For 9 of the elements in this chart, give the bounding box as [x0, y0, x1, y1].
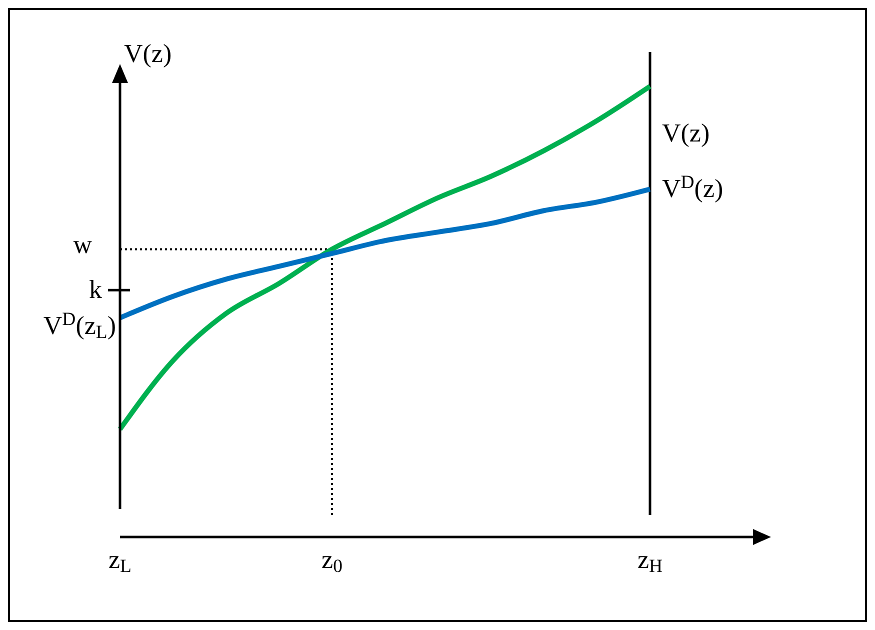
- x-tick-label: z$_{0}$: [322, 545, 342, 577]
- series-label: V$^{D}$(z): [662, 172, 724, 204]
- annotation: k: [89, 275, 102, 304]
- x-tick-label: z$_{H}$: [637, 545, 663, 577]
- ref-line-label: w: [73, 230, 92, 259]
- series-label: V(z): [662, 118, 710, 148]
- y-axis-title: V(z): [124, 39, 172, 68]
- annotation: V$^{D}$(z$_{L}$): [43, 310, 116, 343]
- x-tick-label: z$_{L}$: [108, 545, 132, 577]
